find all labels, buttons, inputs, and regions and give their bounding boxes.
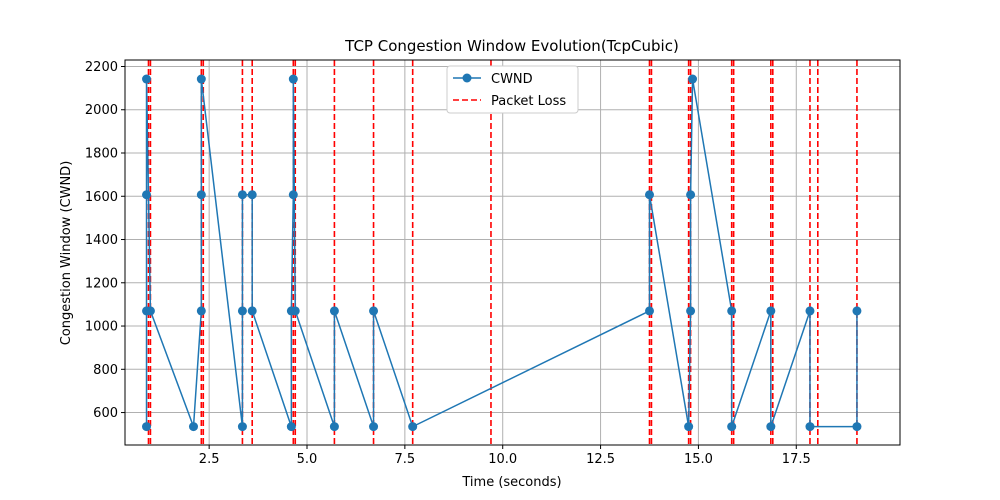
y-ticks: 600 800 1000 1200 1400 1600 1800 2000 2200: [85, 60, 125, 421]
cwnd-point: [247, 306, 257, 316]
cwnd-point: [369, 306, 379, 316]
cwnd-point: [290, 306, 300, 316]
x-tick-label: 17.5: [782, 452, 811, 467]
y-tick-label: 1800: [85, 147, 118, 162]
cwnd-point: [766, 422, 776, 432]
legend: CWND Packet Loss: [446, 65, 579, 114]
cwnd-series: [142, 74, 862, 432]
x-tick-label: 15.0: [684, 452, 713, 467]
y-tick-label: 1000: [85, 320, 118, 335]
x-tick-label: 7.5: [395, 452, 416, 467]
y-tick-label: 2200: [85, 60, 118, 75]
cwnd-point: [286, 422, 296, 432]
x-tick-label: 10.0: [488, 452, 517, 467]
legend-cwnd-label: CWND: [491, 72, 533, 87]
cwnd-point: [688, 74, 698, 84]
y-tick-label: 600: [93, 406, 118, 421]
cwnd-point: [288, 190, 298, 200]
cwnd-point: [329, 306, 339, 316]
x-tick-label: 12.5: [586, 452, 615, 467]
y-tick-label: 1600: [85, 190, 118, 205]
cwnd-point: [852, 306, 862, 316]
cwnd-point: [247, 190, 257, 200]
cwnd-point: [644, 190, 654, 200]
cwnd-point: [805, 306, 815, 316]
cwnd-point: [237, 190, 247, 200]
x-tick-label: 2.5: [199, 452, 220, 467]
cwnd-point: [727, 306, 737, 316]
cwnd-point: [686, 190, 696, 200]
x-ticks: 2.5 5.0 7.5 10.0 12.5 15.0 17.5: [199, 445, 811, 467]
y-tick-label: 1400: [85, 233, 118, 248]
cwnd-point: [408, 422, 418, 432]
x-axis-label: Time (seconds): [461, 475, 561, 490]
cwnd-point: [852, 422, 862, 432]
plot-frame: [124, 59, 901, 446]
cwnd-point: [188, 422, 198, 432]
cwnd-point: [196, 74, 206, 84]
cwnd-point: [369, 422, 379, 432]
chart-title: TCP Congestion Window Evolution(TcpCubic…: [344, 37, 679, 55]
y-tick-label: 1200: [85, 276, 118, 291]
cwnd-point: [727, 422, 737, 432]
cwnd-point: [145, 306, 155, 316]
y-tick-label: 2000: [85, 103, 118, 118]
legend-loss-label: Packet Loss: [491, 94, 566, 109]
cwnd-point: [288, 74, 298, 84]
cwnd-point: [766, 306, 776, 316]
cwnd-point: [237, 422, 247, 432]
cwnd-line: [145, 78, 858, 428]
y-axis-label: Congestion Window (CWND): [59, 161, 74, 346]
cwnd-point: [142, 190, 152, 200]
cwnd-point: [644, 306, 654, 316]
cwnd-point: [805, 422, 815, 432]
legend-cwnd-marker: [462, 73, 472, 83]
cwnd-point: [237, 306, 247, 316]
cwnd-point: [684, 422, 694, 432]
y-tick-label: 800: [93, 363, 118, 378]
cwnd-point: [142, 422, 152, 432]
cwnd-point: [196, 306, 206, 316]
cwnd-point: [686, 306, 696, 316]
cwnd-point: [196, 190, 206, 200]
cwnd-point: [329, 422, 339, 432]
x-tick-label: 5.0: [297, 452, 318, 467]
cwnd-point: [142, 74, 152, 84]
